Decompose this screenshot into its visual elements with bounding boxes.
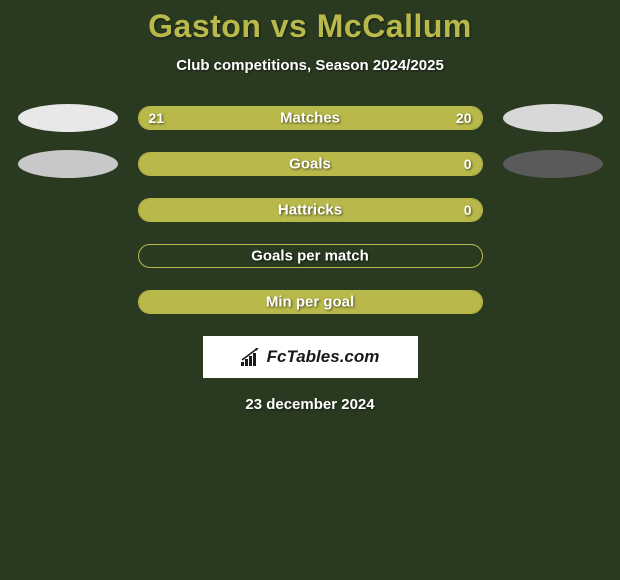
team-badge-right xyxy=(503,104,603,132)
stat-value-right: 0 xyxy=(464,156,472,172)
stat-label: Min per goal xyxy=(266,294,354,311)
stat-bar: Goals per match xyxy=(138,244,483,268)
team-badge-left xyxy=(18,104,118,132)
team-badge-left xyxy=(18,150,118,178)
side-spacer xyxy=(18,242,118,270)
team-badge-right xyxy=(503,150,603,178)
comparison-row: Hattricks 0 xyxy=(0,198,620,222)
side-spacer xyxy=(503,242,603,270)
stat-bar: Hattricks 0 xyxy=(138,198,483,222)
stat-label: Goals per match xyxy=(251,248,369,265)
comparison-row: Goals 0 xyxy=(0,152,620,176)
side-spacer xyxy=(18,288,118,316)
stat-label: Goals xyxy=(289,156,331,173)
logo-text: FcTables.com xyxy=(267,347,380,367)
side-spacer xyxy=(18,196,118,224)
stat-bar: 21 Matches 20 xyxy=(138,106,483,130)
comparison-row: Min per goal xyxy=(0,290,620,314)
page-title: Gaston vs McCallum xyxy=(0,8,620,45)
stat-label: Matches xyxy=(280,110,340,127)
bar-chart-icon xyxy=(241,348,263,366)
side-spacer xyxy=(503,196,603,224)
subtitle: Club competitions, Season 2024/2025 xyxy=(0,57,620,74)
stat-bar: Goals 0 xyxy=(138,152,483,176)
comparison-row: Goals per match xyxy=(0,244,620,268)
comparison-row: 21 Matches 20 xyxy=(0,106,620,130)
date-line: 23 december 2024 xyxy=(0,396,620,413)
comparison-rows: 21 Matches 20 Goals 0 xyxy=(0,106,620,314)
stat-label: Hattricks xyxy=(278,202,342,219)
attribution-logo: FcTables.com xyxy=(203,336,418,378)
infographic-container: Gaston vs McCallum Club competitions, Se… xyxy=(0,0,620,413)
stat-value-right: 0 xyxy=(464,202,472,218)
stat-bar: Min per goal xyxy=(138,290,483,314)
stat-value-right: 20 xyxy=(456,110,472,126)
side-spacer xyxy=(503,288,603,316)
stat-value-left: 21 xyxy=(149,110,165,126)
